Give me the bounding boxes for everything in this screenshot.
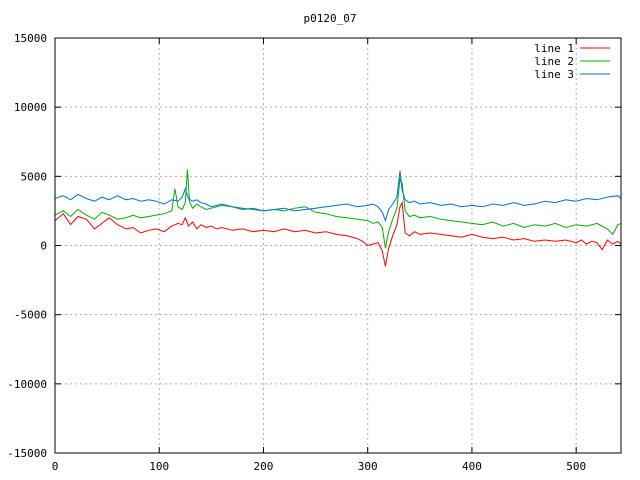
- x-tick-label: 400: [462, 460, 482, 473]
- y-tick-label: -5000: [14, 309, 47, 322]
- y-tick-label: -15000: [7, 447, 47, 460]
- series-group: [54, 169, 622, 267]
- y-tick-label: 15000: [14, 32, 47, 45]
- x-tick-label: 300: [358, 460, 378, 473]
- series-line-2: [54, 169, 622, 249]
- x-tick-label: 200: [254, 460, 274, 473]
- legend-label: line 3: [534, 68, 574, 81]
- y-tick-label: 10000: [14, 101, 47, 114]
- x-tick-label: 100: [149, 460, 169, 473]
- x-tick-label: 0: [52, 460, 59, 473]
- legend-label: line 2: [534, 55, 574, 68]
- chart-title: p0120_07: [304, 12, 357, 25]
- y-tick-label: 0: [40, 240, 47, 253]
- series-line-3: [54, 170, 622, 223]
- y-tick-label: 5000: [21, 170, 48, 183]
- y-tick-label: -10000: [7, 378, 47, 391]
- x-tick-label: 500: [566, 460, 586, 473]
- axis-ticks: 0 100 200 300 400 500 -15000 -10000 -5000 0 5000 10…: [7, 32, 621, 473]
- grid: [55, 38, 621, 453]
- series-line-1: [54, 200, 622, 267]
- legend-label: line 1: [534, 42, 574, 55]
